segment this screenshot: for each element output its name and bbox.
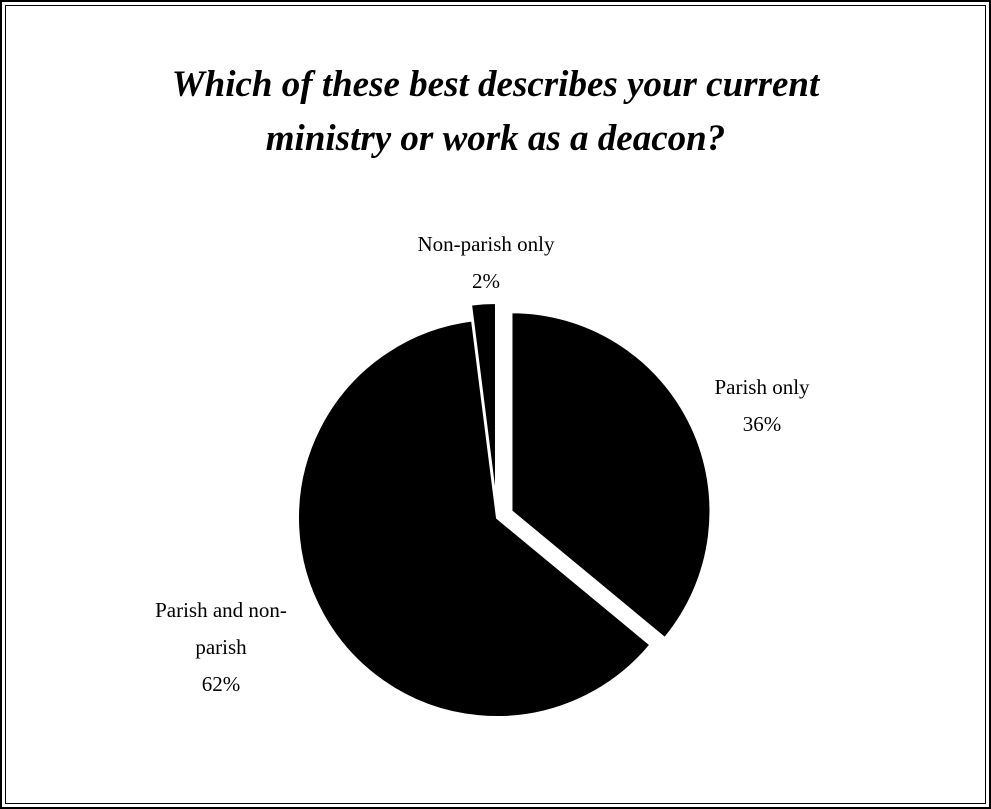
slice-label-parish-only: Parish only [714,375,810,399]
slice-label-parish-and-non-parish-line-2: parish [195,635,247,659]
slice-label-non-parish-only: Non-parish only [417,232,555,256]
slice-value-parish-only: 36% [743,412,782,436]
pie-slices [298,303,710,717]
slice-label-parish-and-non-parish-line-1: Parish and non- [155,598,287,622]
slice-value-non-parish-only: 2% [472,269,500,293]
slice-value-parish-and-non-parish: 62% [202,672,241,696]
